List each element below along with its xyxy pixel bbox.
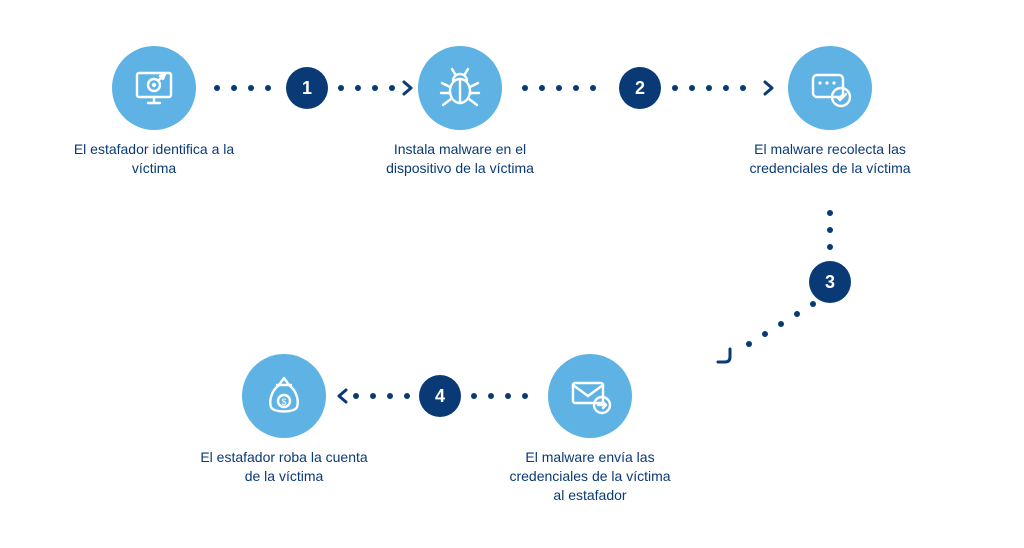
node-label: El malware envía las credenciales de la … bbox=[505, 448, 675, 505]
node-install-malware: Instala malware en el dispositivo de la … bbox=[375, 46, 545, 178]
step-badge-4: 4 bbox=[419, 375, 461, 417]
step-badge-2: 2 bbox=[619, 67, 661, 109]
connector-dots bbox=[471, 393, 528, 399]
node-identify-victim: El estafador identifica a la víctima bbox=[69, 46, 239, 178]
step-badge-3: 3 bbox=[809, 261, 851, 303]
step-badge-1: 1 bbox=[286, 67, 328, 109]
connector-dots bbox=[522, 85, 596, 91]
node-label: Instala malware en el dispositivo de la … bbox=[375, 140, 545, 178]
svg-text:$: $ bbox=[281, 397, 286, 407]
node-collect-credentials: El malware recolecta las credenciales de… bbox=[745, 46, 915, 178]
money-bag-icon: $ bbox=[242, 354, 326, 438]
credentials-check-icon bbox=[788, 46, 872, 130]
node-steal-account: $ El estafador roba la cuenta de la víct… bbox=[199, 354, 369, 486]
connector-dots bbox=[214, 85, 271, 91]
envelope-send-icon bbox=[548, 354, 632, 438]
connector-dots bbox=[672, 85, 746, 91]
node-label: El estafador identifica a la víctima bbox=[69, 140, 239, 178]
arrow-corner-down-left-icon bbox=[713, 345, 735, 367]
node-send-credentials: El malware envía las credenciales de la … bbox=[505, 354, 675, 505]
flow-diagram: El estafador identifica a la víctima 1 bbox=[0, 0, 1024, 548]
connector-dots bbox=[827, 210, 833, 250]
node-label: El estafador roba la cuenta de la víctim… bbox=[199, 448, 369, 486]
node-label: El malware recolecta las credenciales de… bbox=[745, 140, 915, 178]
bug-icon bbox=[418, 46, 502, 130]
target-monitor-icon bbox=[112, 46, 196, 130]
